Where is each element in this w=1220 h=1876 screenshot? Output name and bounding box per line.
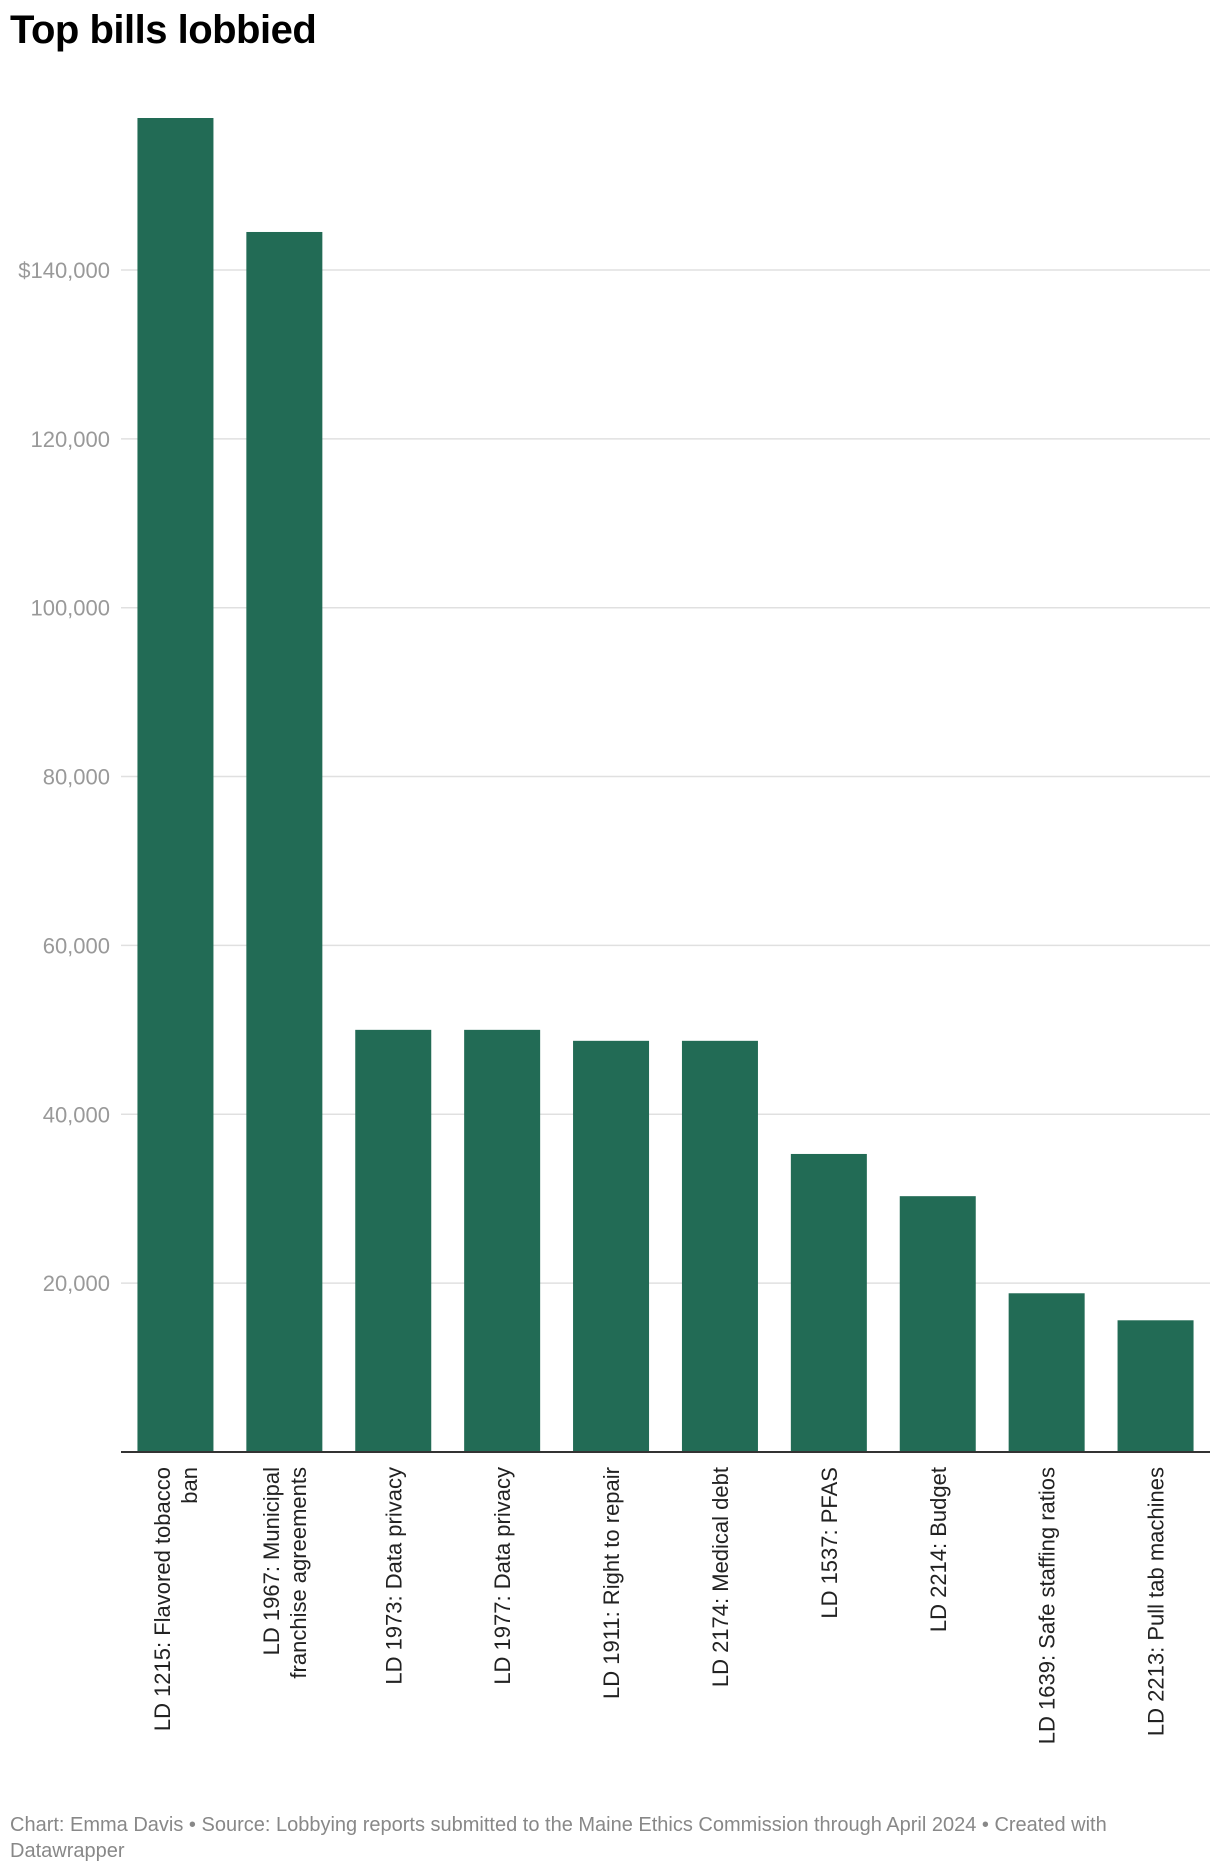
bar	[464, 1029, 541, 1452]
bar	[573, 1040, 650, 1452]
bar	[355, 1029, 432, 1452]
bar	[681, 1040, 758, 1452]
bar	[790, 1153, 867, 1452]
chart-title: Top bills lobbied	[10, 8, 317, 52]
y-tick-label: 100,000	[30, 596, 110, 621]
x-category-label: LD 1215: Flavored tobacco	[150, 1467, 175, 1731]
x-category-label: LD 1977: Data privacy	[490, 1467, 515, 1685]
y-tick-label: 40,000	[43, 1102, 110, 1127]
bar	[1008, 1293, 1085, 1452]
x-category-label: LD 2213: Pull tab machines	[1144, 1467, 1169, 1736]
x-category-label: LD 1911: Right to repair	[599, 1467, 624, 1699]
x-category-label: LD 1537: PFAS	[817, 1467, 842, 1619]
bar	[246, 231, 323, 1453]
x-category-label: LD 1973: Data privacy	[381, 1467, 406, 1685]
bar	[899, 1196, 976, 1452]
x-category-label: LD 2174: Medical debt	[708, 1467, 733, 1687]
x-category-label: ban	[177, 1467, 202, 1504]
y-tick-label: 60,000	[43, 933, 110, 958]
x-category-label: LD 1967: Municipal	[259, 1467, 284, 1655]
y-tick-label: $140,000	[18, 258, 110, 283]
chart-footer: Chart: Emma Davis • Source: Lobbying rep…	[10, 1814, 1107, 1862]
y-tick-label: 120,000	[30, 427, 110, 452]
x-category-label: LD 2214: Budget	[926, 1467, 951, 1632]
bar	[1117, 1320, 1194, 1452]
x-category-label: LD 1639: Safe staffing ratios	[1035, 1467, 1060, 1744]
y-tick-label: 20,000	[43, 1271, 110, 1296]
bar	[137, 118, 214, 1452]
y-tick-label: 80,000	[43, 765, 110, 790]
x-category-label: franchise agreements	[286, 1467, 311, 1679]
